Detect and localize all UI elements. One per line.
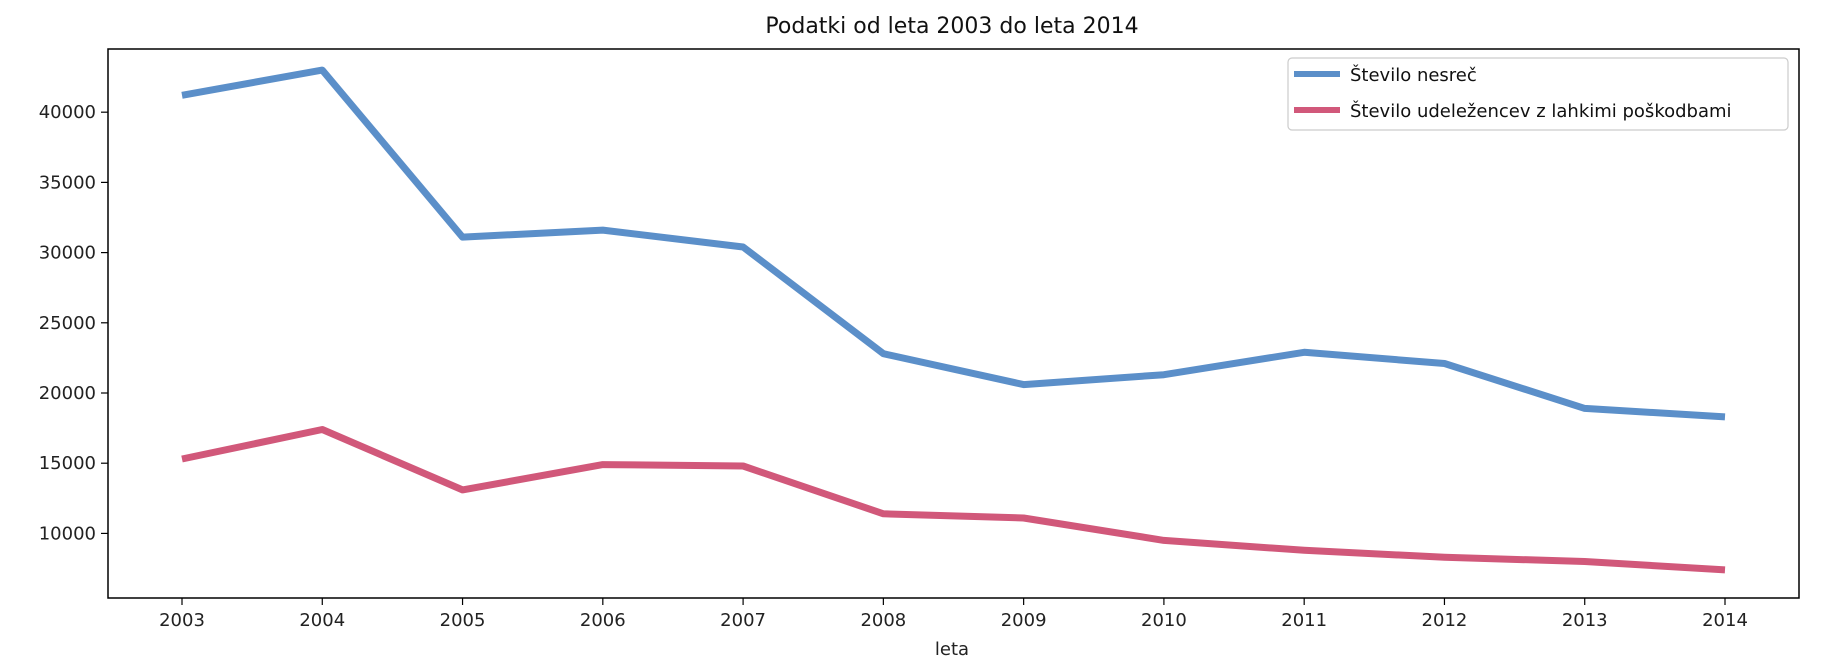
x-tick-label: 2011 — [1281, 610, 1327, 631]
series-layer — [181, 66, 1726, 574]
x-tick-label: 2012 — [1422, 610, 1468, 631]
series-line-0 — [181, 66, 1726, 421]
y-tick-label: 15000 — [39, 453, 96, 474]
legend-label-0: Število nesreč — [1350, 64, 1477, 86]
x-tick-label: 2006 — [580, 610, 626, 631]
x-tick-label: 2007 — [720, 610, 766, 631]
x-axis-label: leta — [935, 639, 969, 660]
plot-area-frame — [107, 48, 1800, 599]
x-tick-label: 2010 — [1141, 610, 1187, 631]
y-tick-label: 40000 — [39, 102, 96, 123]
x-tick-label: 2005 — [440, 610, 486, 631]
x-tick-label: 2014 — [1702, 610, 1748, 631]
x-tick-label: 2008 — [860, 610, 906, 631]
legend-box — [1287, 57, 1789, 131]
y-tick-label: 25000 — [39, 313, 96, 334]
x-tick-label: 2013 — [1562, 610, 1608, 631]
x-tick-label: 2009 — [1001, 610, 1047, 631]
y-tick-label: 20000 — [39, 383, 96, 404]
y-tick-label: 30000 — [39, 243, 96, 264]
x-axis: 2003 2004 2005 2006 2007 2008 2009 2010 2011 2012… — [159, 598, 1748, 631]
legend-label-1: Število udeležencev z lahkimi poškodbami — [1350, 100, 1732, 122]
x-tick-label: 2003 — [159, 610, 205, 631]
series-line-1 — [181, 426, 1726, 574]
chart-title: Podatki od leta 2003 do leta 2014 — [765, 14, 1138, 39]
legend: Število nesreč Število udeležencev z lah… — [1287, 57, 1789, 131]
y-axis: 10000 15000 20000 25000 30000 35000 40000 — [39, 102, 108, 544]
y-tick-label: 10000 — [39, 523, 96, 544]
y-tick-label: 35000 — [39, 172, 96, 193]
x-tick-label: 2004 — [299, 610, 345, 631]
